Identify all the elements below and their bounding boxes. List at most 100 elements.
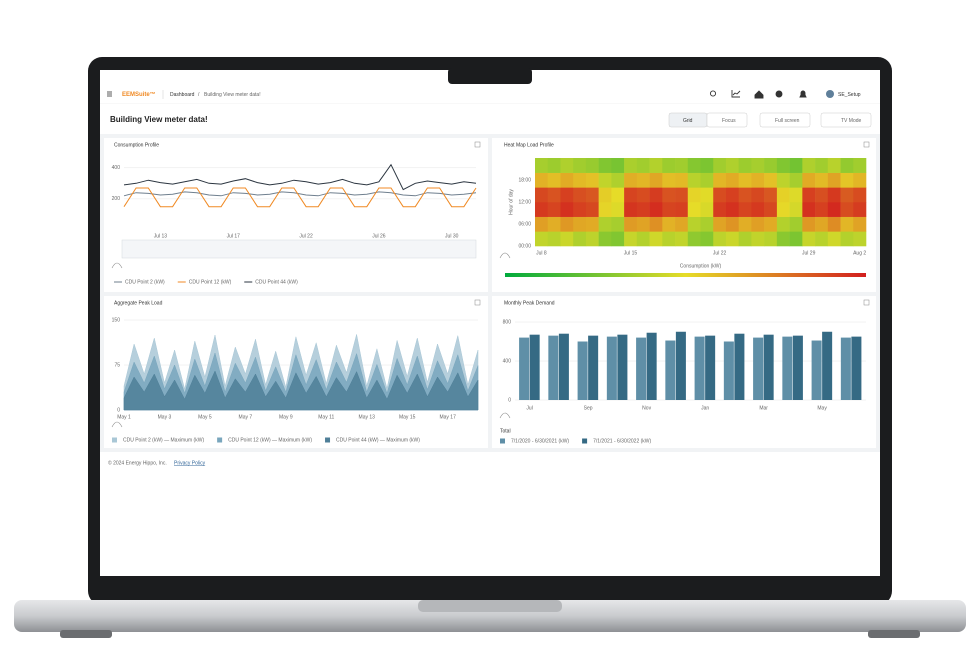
y-tick-label: 12:00 bbox=[518, 199, 531, 205]
area-series bbox=[123, 370, 479, 411]
focus-button[interactable] bbox=[706, 112, 748, 128]
heat-cell bbox=[649, 158, 663, 173]
heat-cell bbox=[815, 216, 829, 232]
heat-cell bbox=[573, 231, 587, 247]
help-icon[interactable] bbox=[775, 90, 783, 98]
fullscreen-button[interactable] bbox=[759, 112, 811, 128]
heat-cell bbox=[802, 158, 816, 173]
heat-cell bbox=[649, 187, 663, 203]
legend-label: 7/1/2021 - 6/30/2022 (kW) bbox=[593, 438, 651, 444]
line-series bbox=[123, 187, 477, 208]
heat-cell bbox=[751, 187, 765, 203]
heat-cell bbox=[713, 158, 727, 173]
heat-cell bbox=[598, 187, 612, 203]
grid-button-label[interactable]: Grid bbox=[683, 118, 693, 124]
x-tick-label: May 13 bbox=[359, 414, 376, 420]
heat-cell bbox=[535, 158, 549, 173]
heat-cell bbox=[624, 172, 638, 188]
legend-swatch bbox=[112, 437, 117, 443]
heat-cell bbox=[687, 231, 701, 247]
heat-cell bbox=[598, 231, 612, 247]
heat-cell bbox=[815, 231, 829, 247]
heat-cell bbox=[573, 187, 587, 203]
heat-cell bbox=[675, 172, 689, 188]
heat-cell bbox=[535, 187, 549, 203]
privacy-link[interactable]: Privacy Policy bbox=[174, 460, 206, 466]
heat-cell bbox=[776, 172, 790, 188]
legend-label: CDU Point 44 (kW) — Maximum (kW) bbox=[336, 437, 420, 443]
y-tick-label: 0 bbox=[117, 407, 120, 413]
x-tick-label: Jul 22 bbox=[299, 233, 313, 239]
heat-cell bbox=[789, 187, 803, 203]
y-tick-label: 06:00 bbox=[518, 221, 531, 227]
reset-zoom-icon[interactable] bbox=[111, 421, 123, 428]
heat-cell bbox=[535, 202, 549, 217]
x-tick-label: May 1 bbox=[117, 414, 131, 420]
heat-cell bbox=[687, 202, 701, 217]
x-tick-label: Jul 29 bbox=[802, 250, 816, 256]
heat-cell bbox=[687, 158, 701, 173]
x-tick-label: May 7 bbox=[239, 414, 253, 420]
heat-cell bbox=[675, 187, 689, 203]
legend-label: 7/1/2020 - 6/30/2021 (kW) bbox=[511, 438, 569, 444]
heat-cell bbox=[725, 231, 739, 247]
tv-mode-button-label[interactable]: TV Mode bbox=[841, 118, 862, 124]
heat-cell bbox=[675, 158, 689, 173]
tv-mode-button[interactable] bbox=[820, 112, 872, 128]
line-series bbox=[123, 163, 477, 191]
bar bbox=[694, 336, 705, 400]
bell-icon[interactable] bbox=[799, 90, 807, 98]
notch bbox=[448, 68, 532, 84]
foot bbox=[60, 630, 112, 638]
user-name[interactable]: SE_Setup bbox=[838, 92, 861, 98]
expand-icon[interactable] bbox=[474, 299, 481, 306]
heat-cell bbox=[662, 158, 676, 173]
heat-cell bbox=[662, 231, 676, 247]
app-header bbox=[100, 84, 880, 104]
reset-zoom-icon[interactable] bbox=[499, 412, 511, 419]
bar bbox=[840, 337, 851, 400]
menu-icon[interactable] bbox=[107, 91, 112, 97]
panel-title: Consumption Profile bbox=[114, 142, 159, 148]
heat-cell bbox=[764, 172, 778, 188]
heat-cell bbox=[713, 172, 727, 188]
expand-icon[interactable] bbox=[863, 299, 870, 306]
logo[interactable]: EEMSuite™ bbox=[122, 91, 156, 98]
heat-cell bbox=[840, 158, 854, 173]
home-icon[interactable] bbox=[754, 90, 764, 99]
heat-cell bbox=[815, 158, 829, 173]
header-icons bbox=[709, 90, 807, 99]
heat-cell bbox=[815, 172, 829, 188]
heat-cell bbox=[725, 172, 739, 188]
heat-cell bbox=[853, 158, 867, 173]
fullscreen-button-label[interactable]: Full screen bbox=[775, 118, 800, 124]
expand-icon[interactable] bbox=[474, 141, 481, 148]
bar bbox=[734, 333, 745, 400]
y-tick-label: 800 bbox=[503, 319, 512, 325]
heat-cell bbox=[624, 231, 638, 247]
heat-cell bbox=[573, 202, 587, 217]
heat-cell bbox=[535, 216, 549, 232]
x-tick-label: Sep bbox=[584, 405, 593, 411]
x-tick-label: Jan bbox=[701, 405, 709, 411]
heat-cell bbox=[776, 158, 790, 173]
focus-button-label[interactable]: Focus bbox=[722, 118, 736, 124]
reset-zoom-icon[interactable] bbox=[499, 252, 511, 259]
bar bbox=[617, 334, 628, 400]
legend-title: Total bbox=[500, 428, 511, 434]
expand-icon[interactable] bbox=[863, 141, 870, 148]
heat-cell bbox=[547, 187, 561, 203]
reset-zoom-icon[interactable] bbox=[111, 262, 123, 269]
breadcrumb-link[interactable]: Dashboard bbox=[170, 92, 195, 98]
heat-cell bbox=[636, 231, 650, 247]
search-icon[interactable] bbox=[709, 90, 717, 97]
x-tick-label: May 15 bbox=[399, 414, 416, 420]
heat-cell bbox=[853, 216, 867, 232]
bar bbox=[782, 336, 793, 400]
navigator[interactable] bbox=[121, 239, 477, 259]
heat-cell bbox=[560, 158, 574, 173]
legend-label: CDU Point 44 (kW) bbox=[255, 279, 298, 285]
avatar[interactable] bbox=[826, 90, 834, 98]
chart-icon[interactable] bbox=[731, 90, 741, 98]
heat-cell bbox=[687, 172, 701, 188]
